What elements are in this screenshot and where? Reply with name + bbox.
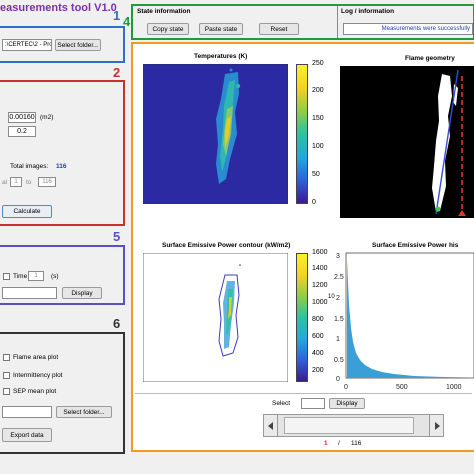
export-path-field[interactable] bbox=[2, 406, 52, 418]
slider-left-arrow[interactable] bbox=[264, 415, 278, 436]
export-data-button[interactable]: Export data bbox=[2, 428, 52, 442]
temp-tick-200: 200 bbox=[312, 87, 324, 94]
hist-ytick-1-5: 1.5 bbox=[334, 316, 344, 323]
state-log-divider bbox=[337, 6, 338, 38]
reset-button[interactable]: Reset bbox=[259, 23, 299, 35]
temperatures-colorbar-ticks: 250 200 150 100 50 0 bbox=[312, 60, 334, 208]
intermittency-checkbox[interactable] bbox=[3, 372, 10, 379]
temperatures-title: Temperatures (K) bbox=[194, 53, 248, 60]
second-input[interactable]: 0.2 bbox=[8, 126, 36, 137]
panel-number-4: 4 bbox=[123, 14, 131, 29]
area-unit-label: (m2) bbox=[40, 114, 54, 121]
hist-ytick-3: 3 bbox=[336, 253, 340, 260]
interval-from-input[interactable]: 1 bbox=[10, 177, 22, 187]
sep-colorbar bbox=[296, 253, 308, 382]
flame-area-checkbox[interactable] bbox=[3, 354, 10, 361]
slider-right-arrow[interactable] bbox=[429, 415, 443, 436]
flame-area-label: Flame area plot bbox=[13, 354, 59, 361]
paste-state-button[interactable]: Paste state bbox=[199, 23, 243, 35]
state-title: State information bbox=[137, 8, 191, 15]
panel-4-state: State information Copy state Paste state… bbox=[131, 4, 474, 40]
interval-to-input[interactable]: 116 bbox=[38, 177, 56, 187]
log-title: Log / information bbox=[341, 8, 395, 15]
copy-state-button[interactable]: Copy state bbox=[147, 23, 189, 35]
app-title: easurements tool V1.0 bbox=[0, 2, 117, 14]
hist-ytick-0: 0 bbox=[336, 376, 340, 383]
sep-tick-800: 800 bbox=[312, 316, 324, 323]
temperatures-colorbar bbox=[296, 64, 308, 204]
sep-hist-ytick-exp: 10 bbox=[328, 294, 335, 300]
select-input[interactable] bbox=[301, 398, 325, 409]
temp-tick-250: 250 bbox=[312, 60, 324, 67]
flame-geometry-plot bbox=[340, 66, 474, 218]
sep-tick-1000: 1000 bbox=[312, 299, 328, 306]
sep-hist-plot: 3 2.5 2 1.5 1 0.5 0 0 500 1000 bbox=[334, 250, 474, 392]
sep-tick-200: 200 bbox=[312, 367, 324, 374]
time-checkbox[interactable] bbox=[3, 273, 10, 280]
total-images-label: Total images: bbox=[10, 163, 49, 170]
temperatures-plot bbox=[142, 63, 289, 205]
panel-number-6: 6 bbox=[113, 316, 121, 331]
select-label: Select bbox=[272, 400, 291, 407]
time-unit-label: (s) bbox=[51, 273, 59, 280]
log-text-field: Measurements were successfully bbox=[343, 23, 473, 35]
intermittency-label: Intermittency plot bbox=[13, 372, 63, 379]
panel-number-2: 2 bbox=[113, 65, 121, 80]
display-button[interactable]: Display bbox=[62, 287, 102, 299]
panel-number-5: 5 bbox=[113, 229, 121, 244]
sep-colorbar-ticks: 1600 1400 1200 1000 800 600 400 200 bbox=[312, 249, 338, 389]
panel-number-1: 1 bbox=[113, 8, 121, 23]
temp-tick-50: 50 bbox=[312, 171, 320, 178]
folder-path-field[interactable]: :\CERTEC\2 - Pro bbox=[2, 39, 52, 51]
hist-ytick-0-5: 0.5 bbox=[334, 357, 344, 364]
image-slider[interactable] bbox=[263, 414, 444, 437]
interval-label: al bbox=[2, 179, 8, 186]
temp-tick-100: 100 bbox=[312, 143, 324, 150]
sep-contour-title: Surface Emissive Power contour (kW/m2) bbox=[162, 242, 291, 249]
nav-divider bbox=[135, 393, 472, 394]
sep-hist-title: Surface Emissive Power his bbox=[372, 242, 459, 249]
panel-1-folder: :\CERTEC\2 - Pro Select folder... bbox=[0, 26, 125, 63]
temp-tick-0: 0 bbox=[312, 199, 316, 206]
sep-tick-600: 600 bbox=[312, 333, 324, 340]
export-select-folder-button[interactable]: Select folder... bbox=[56, 406, 112, 418]
sep-tick-1600: 1600 bbox=[312, 249, 328, 256]
total-images-value: 116 bbox=[56, 163, 67, 170]
hist-ytick-1: 1 bbox=[336, 336, 340, 343]
interval-to-label: to bbox=[26, 179, 32, 186]
slider-thumb[interactable] bbox=[284, 417, 414, 434]
sep-mean-checkbox[interactable] bbox=[3, 388, 10, 395]
hist-xtick-0: 0 bbox=[344, 384, 348, 391]
hist-xtick-500: 500 bbox=[396, 384, 408, 391]
area-input[interactable]: 0.00160 bbox=[8, 112, 36, 123]
panel-6-export: Flame area plot Intermittency plot SEP m… bbox=[0, 332, 125, 454]
temp-tick-150: 150 bbox=[312, 115, 324, 122]
sep-tick-1200: 1200 bbox=[312, 282, 328, 289]
sep-tick-1400: 1400 bbox=[312, 265, 328, 272]
current-page: 1 bbox=[324, 440, 328, 447]
hist-ytick-2: 2 bbox=[336, 295, 340, 302]
sep-tick-400: 400 bbox=[312, 350, 324, 357]
hist-ytick-2-5: 2.5 bbox=[334, 274, 344, 281]
sep-contour-plot bbox=[142, 252, 289, 383]
sep-mean-label: SEP mean plot bbox=[13, 388, 57, 395]
flame-geometry-title: Flame geometry bbox=[405, 55, 455, 62]
total-pages: 116 bbox=[351, 440, 362, 447]
select-folder-button[interactable]: Select folder... bbox=[55, 39, 101, 51]
hist-xtick-1000: 1000 bbox=[446, 384, 462, 391]
page-separator: / bbox=[338, 440, 340, 447]
panel-5-time: Time 1 (s) Display bbox=[0, 245, 125, 305]
nav-display-button[interactable]: Display bbox=[329, 398, 365, 409]
time-label: Time bbox=[13, 273, 28, 280]
time-input[interactable]: 1 bbox=[28, 271, 44, 281]
time-path-field[interactable] bbox=[2, 287, 57, 299]
calculate-button[interactable]: Calculate bbox=[2, 205, 52, 218]
panel-2-settings: 0.00160 (m2) 0.2 Total images: 116 al 1 … bbox=[0, 80, 125, 226]
